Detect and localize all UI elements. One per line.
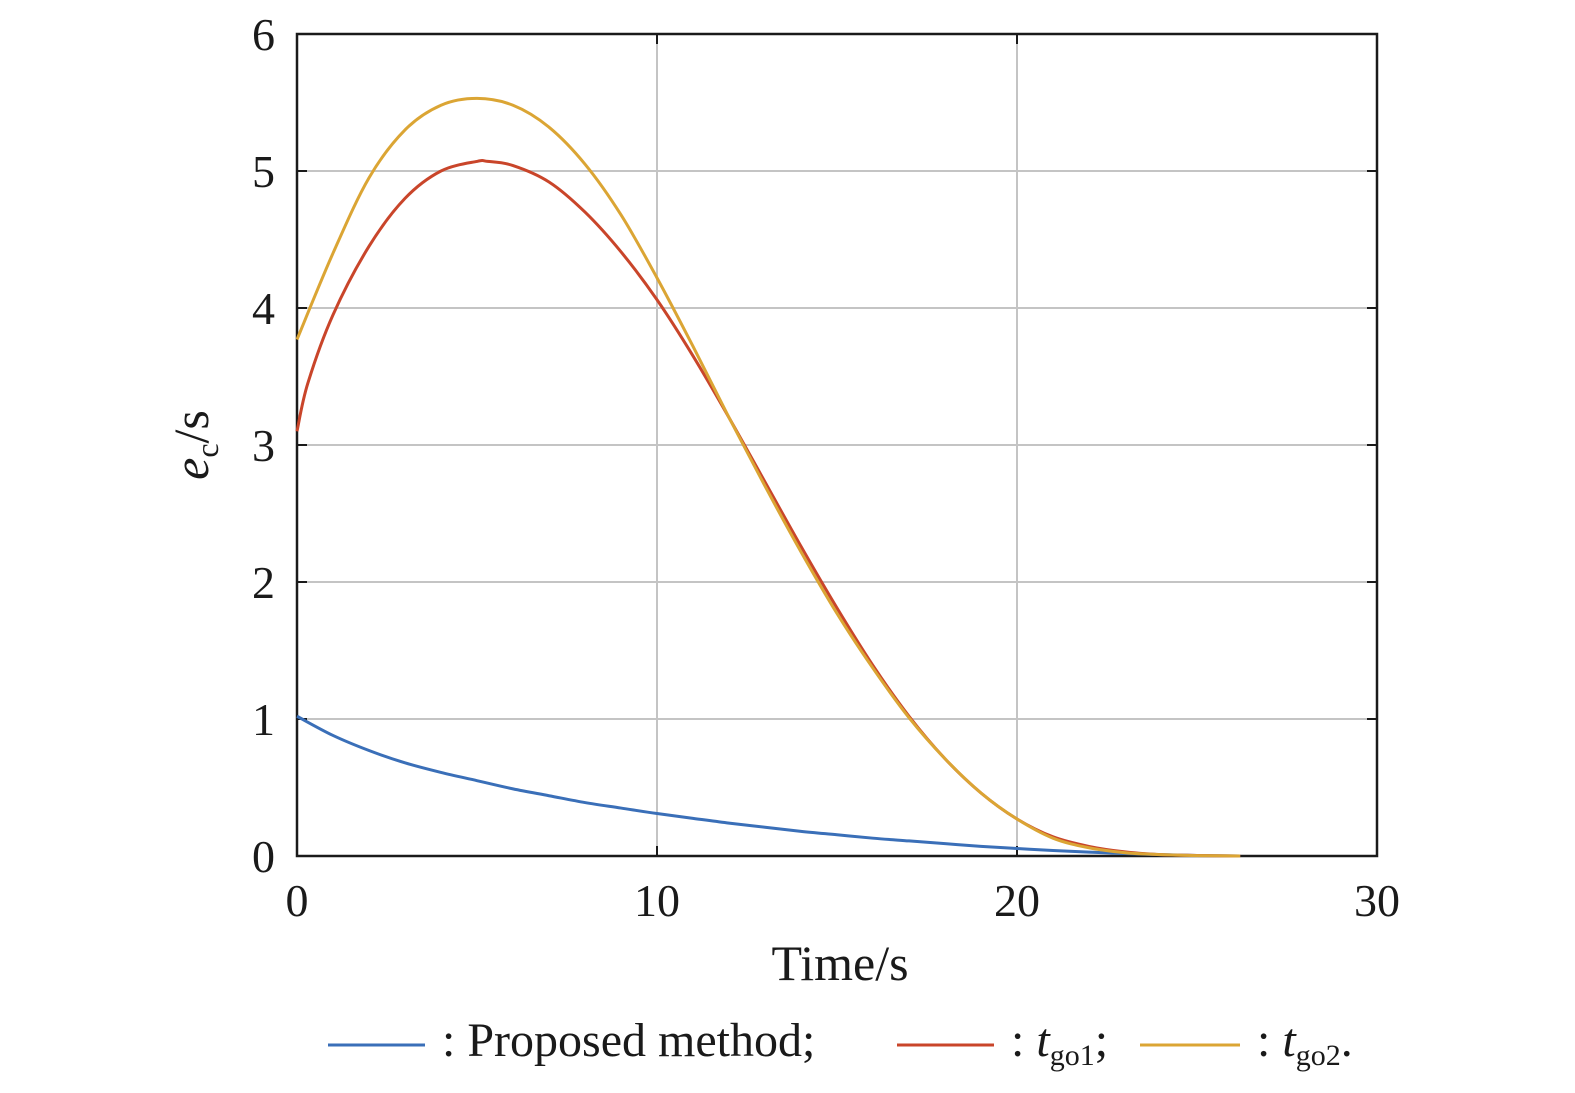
x-axis-title: Time/s	[771, 935, 908, 991]
legend-label-tgo2-sub: go2	[1296, 1039, 1341, 1072]
series-lines	[295, 96, 1241, 858]
y-axis-title: ec/s	[163, 410, 225, 480]
y-tick-label: 4	[252, 283, 275, 334]
y-tick-label: 3	[252, 420, 275, 471]
legend-label-tgo2-tail: .	[1341, 1014, 1353, 1067]
legend-label-tgo2-prefix: :	[1257, 1014, 1282, 1067]
y-tick-label: 5	[252, 146, 275, 197]
y-tick-label: 1	[252, 694, 275, 745]
legend-label-tgo1-prefix: :	[1011, 1014, 1036, 1067]
legend-label-tgo1-sub: go1	[1050, 1039, 1095, 1072]
svg-text:ec/s: ec/s	[163, 410, 225, 480]
x-tick-label: 30	[1354, 875, 1400, 926]
legend-label-tgo1-t: t	[1036, 1014, 1051, 1067]
axis-ticks: 0 10 20 30 0 1 2 3 4 5 6	[252, 9, 1400, 926]
x-tick-label: 10	[634, 875, 680, 926]
y-axis-title-sub: c	[189, 443, 225, 457]
y-tick-label: 2	[252, 557, 275, 608]
series-proposed-line	[296, 714, 1241, 858]
legend: : Proposed method; : tgo1; : tgo2.	[328, 1014, 1353, 1072]
grid-lines	[297, 34, 1377, 856]
x-tick-label: 0	[286, 875, 309, 926]
legend-label-tgo2: : tgo2.	[1257, 1014, 1353, 1072]
series-tgo2-line	[295, 96, 1241, 858]
legend-label-tgo2-t: t	[1282, 1014, 1297, 1067]
series-tgo1-line	[295, 159, 1241, 858]
y-axis-title-unit: /s	[163, 410, 219, 443]
x-tick-label: 20	[994, 875, 1040, 926]
legend-label-proposed: : Proposed method;	[442, 1014, 815, 1067]
legend-label-tgo1: : tgo1;	[1011, 1014, 1108, 1072]
y-tick-label: 6	[252, 9, 275, 60]
legend-label-tgo1-tail: ;	[1095, 1014, 1108, 1067]
y-axis-title-main: e	[163, 458, 219, 480]
y-tick-label: 0	[252, 831, 275, 882]
